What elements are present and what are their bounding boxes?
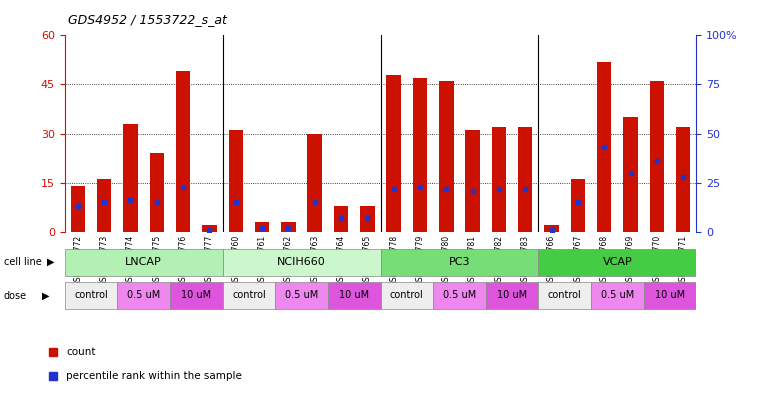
Bar — [275, 283, 328, 309]
Text: GDS4952 / 1553722_s_at: GDS4952 / 1553722_s_at — [68, 13, 228, 26]
Text: control: control — [232, 290, 266, 300]
Bar — [571, 180, 585, 232]
Text: 0.5 uM: 0.5 uM — [127, 290, 161, 300]
Bar — [328, 283, 380, 309]
Text: 10 uM: 10 uM — [655, 290, 685, 300]
Bar — [223, 249, 380, 275]
Text: 0.5 uM: 0.5 uM — [600, 290, 634, 300]
Bar — [380, 249, 539, 275]
Bar — [486, 283, 539, 309]
Text: PC3: PC3 — [449, 257, 470, 267]
Bar — [176, 72, 190, 232]
Bar — [281, 222, 295, 232]
Bar — [650, 81, 664, 232]
Text: ▶: ▶ — [42, 290, 49, 301]
Text: control: control — [548, 290, 581, 300]
Bar — [360, 206, 374, 232]
Bar — [65, 283, 117, 309]
Bar — [412, 78, 427, 232]
Bar — [97, 180, 111, 232]
Bar — [380, 283, 433, 309]
Bar — [307, 134, 322, 232]
Text: control: control — [74, 290, 108, 300]
Bar — [518, 127, 533, 232]
Text: LNCAP: LNCAP — [126, 257, 162, 267]
Bar — [433, 283, 486, 309]
Bar — [71, 186, 85, 232]
Bar — [123, 124, 138, 232]
Bar — [544, 225, 559, 232]
Bar — [255, 222, 269, 232]
Text: 10 uM: 10 uM — [497, 290, 527, 300]
Bar — [492, 127, 506, 232]
Text: dose: dose — [4, 290, 27, 301]
Bar — [202, 225, 217, 232]
Bar — [623, 117, 638, 232]
Text: cell line: cell line — [4, 257, 42, 267]
Bar — [539, 249, 696, 275]
Bar — [65, 249, 223, 275]
Bar — [170, 283, 223, 309]
Bar — [676, 127, 690, 232]
Text: percentile rank within the sample: percentile rank within the sample — [66, 371, 242, 381]
Text: control: control — [390, 290, 424, 300]
Text: 0.5 uM: 0.5 uM — [285, 290, 318, 300]
Text: 10 uM: 10 uM — [181, 290, 212, 300]
Bar — [644, 283, 696, 309]
Text: ▶: ▶ — [47, 257, 55, 267]
Text: 0.5 uM: 0.5 uM — [443, 290, 476, 300]
Bar — [150, 153, 164, 232]
Bar — [117, 283, 170, 309]
Bar — [591, 283, 644, 309]
Bar — [387, 75, 401, 232]
Bar — [597, 62, 611, 232]
Bar — [466, 130, 480, 232]
Bar — [539, 283, 591, 309]
Text: count: count — [66, 347, 96, 357]
Bar — [334, 206, 349, 232]
Text: NCIH660: NCIH660 — [277, 257, 326, 267]
Text: VCAP: VCAP — [603, 257, 632, 267]
Text: 10 uM: 10 uM — [339, 290, 369, 300]
Bar — [439, 81, 454, 232]
Bar — [228, 130, 243, 232]
Bar — [223, 283, 275, 309]
